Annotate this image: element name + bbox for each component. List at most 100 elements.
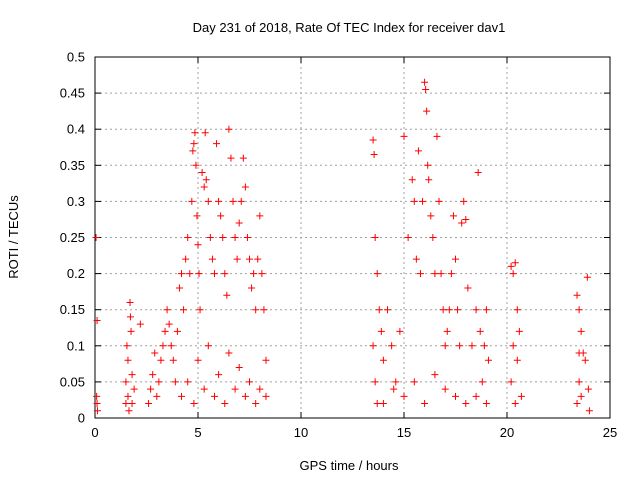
data-point (194, 356, 202, 364)
data-point (425, 176, 433, 184)
data-point (123, 342, 131, 350)
data-point (180, 306, 188, 314)
data-point (414, 147, 422, 155)
data-point (452, 255, 459, 263)
data-point (447, 270, 455, 278)
data-point (452, 392, 459, 400)
data-point (219, 234, 227, 241)
data-point (472, 392, 480, 400)
data-point (208, 255, 216, 263)
y-tick-label: 0.05 (60, 374, 85, 389)
data-point (484, 356, 492, 364)
data-point (126, 298, 134, 306)
x-tick-label: 10 (294, 425, 308, 440)
data-point (153, 392, 161, 400)
data-point (193, 212, 201, 220)
data-point (258, 270, 266, 278)
data-point (198, 169, 206, 177)
data-point (93, 392, 101, 400)
data-point (237, 197, 245, 205)
data-point (128, 400, 136, 408)
data-point (93, 400, 101, 408)
data-point (373, 270, 381, 278)
y-tick-label: 0.35 (60, 158, 85, 173)
data-point (171, 378, 179, 386)
data-point (243, 234, 251, 241)
data-point (511, 259, 519, 267)
data-point (256, 385, 264, 393)
data-point (472, 306, 480, 314)
data-point (200, 385, 208, 393)
data-point (421, 400, 429, 408)
data-point (423, 107, 431, 115)
data-point (125, 407, 133, 415)
data-point (392, 378, 400, 386)
data-point (93, 317, 101, 325)
data-point (262, 356, 270, 364)
data-point (373, 400, 381, 408)
data-point (404, 234, 412, 241)
data-point (204, 342, 212, 350)
data-point (241, 183, 249, 191)
data-point (157, 356, 165, 364)
data-point (191, 129, 199, 137)
data-point (388, 342, 396, 350)
data-point (239, 154, 247, 162)
y-tick-label: 0.15 (60, 302, 85, 317)
x-axis-label: GPS time / hours (300, 458, 399, 473)
data-point (468, 342, 476, 350)
data-point (513, 306, 521, 314)
data-point (456, 342, 464, 350)
data-point (384, 306, 392, 314)
data-point (210, 392, 218, 400)
data-point (92, 234, 100, 241)
y-tick-label: 0.3 (67, 194, 85, 209)
data-point (206, 234, 214, 241)
data-point (124, 356, 132, 364)
data-point (474, 169, 482, 177)
data-point (439, 306, 447, 314)
data-point (161, 327, 169, 335)
data-point (233, 255, 241, 263)
data-point (462, 400, 470, 408)
x-tick-label: 20 (500, 425, 514, 440)
data-point (575, 306, 583, 314)
data-point (577, 327, 585, 335)
data-point (163, 306, 171, 314)
data-point (227, 154, 235, 162)
data-point (377, 327, 385, 335)
data-point (262, 392, 270, 400)
data-point (213, 140, 221, 148)
plot-frame (94, 56, 611, 419)
data-point (175, 284, 183, 292)
chart-title: Day 231 of 2018, Rate Of TEC Index for r… (193, 20, 506, 35)
data-point (169, 356, 177, 364)
x-tick-label: 0 (91, 425, 98, 440)
data-point (217, 212, 225, 220)
data-point (507, 378, 515, 386)
data-point (215, 371, 223, 379)
data-point (186, 270, 194, 278)
data-points (92, 78, 593, 415)
data-point (93, 407, 101, 415)
data-point (195, 270, 203, 278)
data-point (437, 270, 445, 278)
data-point (124, 392, 132, 400)
data-point (581, 356, 589, 364)
data-point (441, 385, 449, 393)
data-point (584, 385, 592, 393)
data-point (482, 306, 490, 314)
data-point (254, 255, 262, 263)
data-point (379, 400, 387, 408)
data-point (433, 132, 441, 140)
data-point (583, 273, 591, 281)
y-tick-label: 0.2 (67, 266, 85, 281)
data-point (507, 262, 515, 270)
data-point (196, 306, 204, 314)
data-point (204, 197, 212, 205)
data-point (400, 132, 408, 140)
data-point (460, 197, 468, 205)
data-point (480, 342, 488, 350)
data-point (390, 385, 398, 393)
data-point (421, 78, 429, 86)
